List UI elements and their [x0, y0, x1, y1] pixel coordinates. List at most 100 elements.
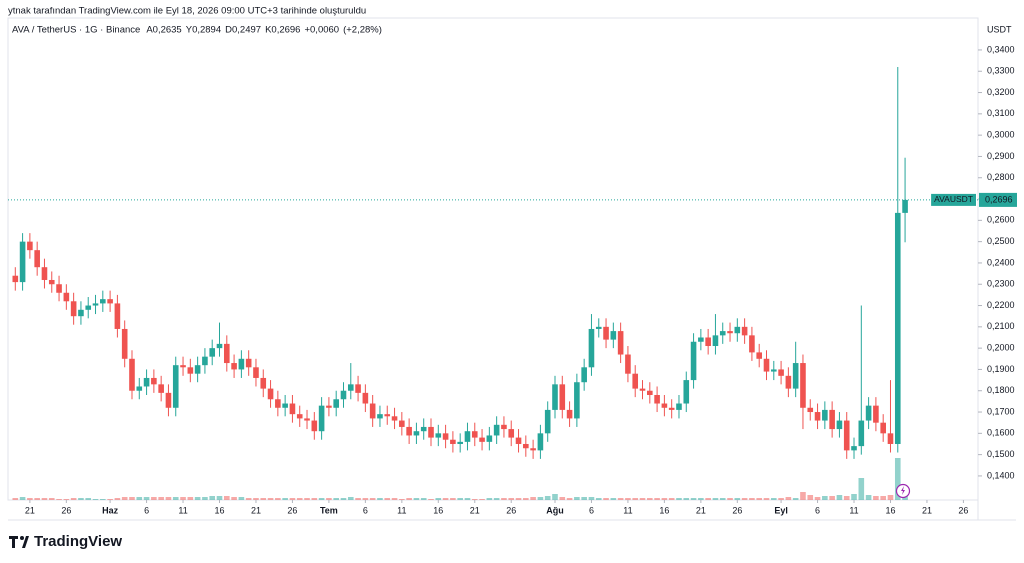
volume-bar: [435, 498, 442, 500]
volume-bar: [508, 498, 515, 500]
volume-bar: [136, 497, 143, 500]
candle-body: [603, 326, 609, 340]
x-tick-label: 21: [696, 505, 706, 515]
volume-bar: [829, 496, 835, 500]
volume-bar: [683, 498, 690, 500]
volume-bar: [625, 498, 631, 500]
volume-bar: [712, 498, 719, 500]
candle-body: [851, 446, 857, 451]
x-tick-label: 26: [506, 505, 516, 515]
volume-bar: [574, 497, 580, 500]
volume-bar: [245, 498, 252, 500]
candle-body: [617, 331, 624, 355]
volume-bar: [873, 496, 879, 500]
volume-bar: [223, 496, 230, 500]
candle-body: [457, 441, 463, 444]
candle-body: [544, 409, 551, 434]
volume-bar: [12, 498, 19, 500]
last-price-name-box: [931, 193, 976, 206]
x-tick-label: 11: [397, 505, 406, 515]
candle-body: [92, 303, 99, 306]
volume-bar: [41, 498, 48, 500]
replay-icon[interactable]: [895, 483, 911, 499]
volume-bar: [814, 497, 821, 500]
x-tick-label: 16: [433, 505, 443, 515]
candle-body: [486, 435, 493, 442]
candle-body: [48, 279, 55, 285]
candle-body: [34, 250, 40, 268]
candle-body: [78, 309, 84, 317]
candle-body: [734, 326, 741, 334]
volume-bar: [172, 497, 179, 500]
candle-body: [318, 405, 325, 432]
candle-body: [654, 394, 660, 404]
volume-bar: [333, 498, 339, 500]
volume-bar: [479, 499, 485, 500]
x-tick-label: 21: [25, 505, 35, 515]
volume-bar: [778, 498, 784, 500]
candle-body: [12, 275, 19, 283]
x-tick-label: 6: [363, 505, 368, 515]
x-tick-label: 21: [470, 505, 480, 515]
candle-body: [581, 367, 587, 383]
volume-bar: [588, 497, 595, 500]
volume-bar: [523, 498, 529, 500]
candle-body: [165, 392, 172, 408]
candle-body: [100, 299, 106, 304]
replay-bolt[interactable]: [901, 486, 905, 495]
candle-body: [610, 331, 617, 340]
candle-body: [807, 407, 814, 413]
candle-body: [712, 335, 719, 347]
volume-bar: [19, 497, 26, 500]
volume-bar: [887, 495, 894, 500]
x-tick-label: 16: [885, 505, 895, 515]
volume-bar: [647, 498, 653, 500]
y-tick-label: 0,2400: [987, 257, 1015, 267]
ohlc-value: 0,2696: [271, 25, 300, 36]
volume-bar: [121, 497, 128, 500]
volume-bar: [807, 495, 814, 500]
candle-body: [143, 377, 150, 387]
volume-bar: [639, 498, 646, 500]
volume-bar: [48, 498, 55, 500]
candle-body: [187, 367, 194, 374]
y-tick-label: 0,1500: [987, 449, 1015, 459]
y-tick-label: 0,1800: [987, 385, 1015, 395]
volume-bar: [836, 495, 843, 500]
y-tick-label: 0,1400: [987, 470, 1015, 480]
candle-body: [253, 367, 259, 378]
volume-bar: [180, 497, 186, 500]
candle-body: [566, 409, 573, 419]
volume-bar: [399, 499, 405, 500]
volume-bar: [559, 497, 566, 500]
candle-body: [450, 439, 456, 444]
candle-body: [63, 292, 70, 302]
volume-bar: [428, 499, 434, 500]
candle-body: [326, 405, 332, 408]
x-tick-label: 6: [144, 505, 149, 515]
volume-bar: [792, 498, 799, 500]
candle-body: [413, 431, 420, 436]
volume-bar: [92, 499, 99, 500]
candle-body: [289, 403, 296, 415]
x-tick-label: Tem: [320, 505, 338, 515]
candle-body: [70, 301, 77, 317]
volume-bar: [851, 494, 857, 500]
candle-body: [778, 369, 784, 376]
candle-body: [676, 403, 682, 410]
candle-body: [209, 348, 216, 357]
candle-body: [384, 414, 391, 417]
volume-bar: [275, 498, 281, 500]
volume-bar: [880, 496, 886, 500]
volume-bar: [347, 497, 354, 500]
y-tick-label: 0,3200: [987, 87, 1015, 97]
volume-bar: [450, 498, 456, 500]
volume-bar: [442, 498, 449, 500]
volume-bar: [457, 498, 463, 500]
volume-bar: [85, 498, 92, 500]
candle-body: [632, 373, 639, 389]
y-tick-label: 0,1900: [987, 364, 1015, 374]
ohlc-key: D: [225, 25, 232, 36]
candle-body: [741, 326, 748, 336]
